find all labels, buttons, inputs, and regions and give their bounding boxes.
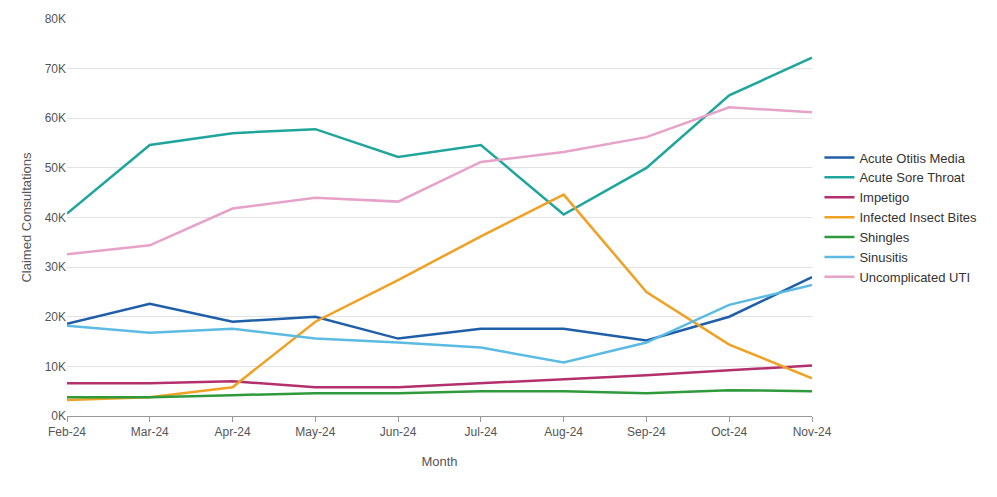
svg-text:Jul-24: Jul-24 bbox=[465, 425, 498, 439]
svg-text:Claimed Consultations: Claimed Consultations bbox=[19, 152, 34, 283]
svg-text:Infected Insect Bites: Infected Insect Bites bbox=[859, 210, 977, 225]
svg-text:May-24: May-24 bbox=[295, 425, 335, 439]
svg-text:Jun-24: Jun-24 bbox=[380, 425, 417, 439]
svg-text:Mar-24: Mar-24 bbox=[131, 425, 169, 439]
svg-text:60K: 60K bbox=[45, 111, 66, 125]
svg-text:Nov-24: Nov-24 bbox=[793, 425, 832, 439]
svg-text:Sep-24: Sep-24 bbox=[627, 425, 666, 439]
svg-text:Month: Month bbox=[421, 454, 457, 469]
svg-text:10K: 10K bbox=[45, 360, 66, 374]
svg-text:40K: 40K bbox=[45, 211, 66, 225]
svg-text:80K: 80K bbox=[45, 12, 66, 26]
svg-text:Acute Otitis Media: Acute Otitis Media bbox=[859, 151, 965, 166]
svg-text:Feb-24: Feb-24 bbox=[48, 425, 86, 439]
svg-text:Oct-24: Oct-24 bbox=[711, 425, 747, 439]
svg-text:Apr-24: Apr-24 bbox=[215, 425, 251, 439]
svg-text:Aug-24: Aug-24 bbox=[544, 425, 583, 439]
svg-text:Uncomplicated UTI: Uncomplicated UTI bbox=[859, 270, 970, 285]
svg-text:Acute Sore Throat: Acute Sore Throat bbox=[859, 170, 965, 185]
svg-text:20K: 20K bbox=[45, 310, 66, 324]
svg-text:Shingles: Shingles bbox=[859, 230, 909, 245]
svg-text:Impetigo: Impetigo bbox=[859, 190, 909, 205]
svg-text:30K: 30K bbox=[45, 260, 66, 274]
svg-text:Sinusitis: Sinusitis bbox=[859, 250, 908, 265]
svg-text:50K: 50K bbox=[45, 161, 66, 175]
svg-text:0K: 0K bbox=[51, 409, 66, 423]
svg-text:70K: 70K bbox=[45, 62, 66, 76]
